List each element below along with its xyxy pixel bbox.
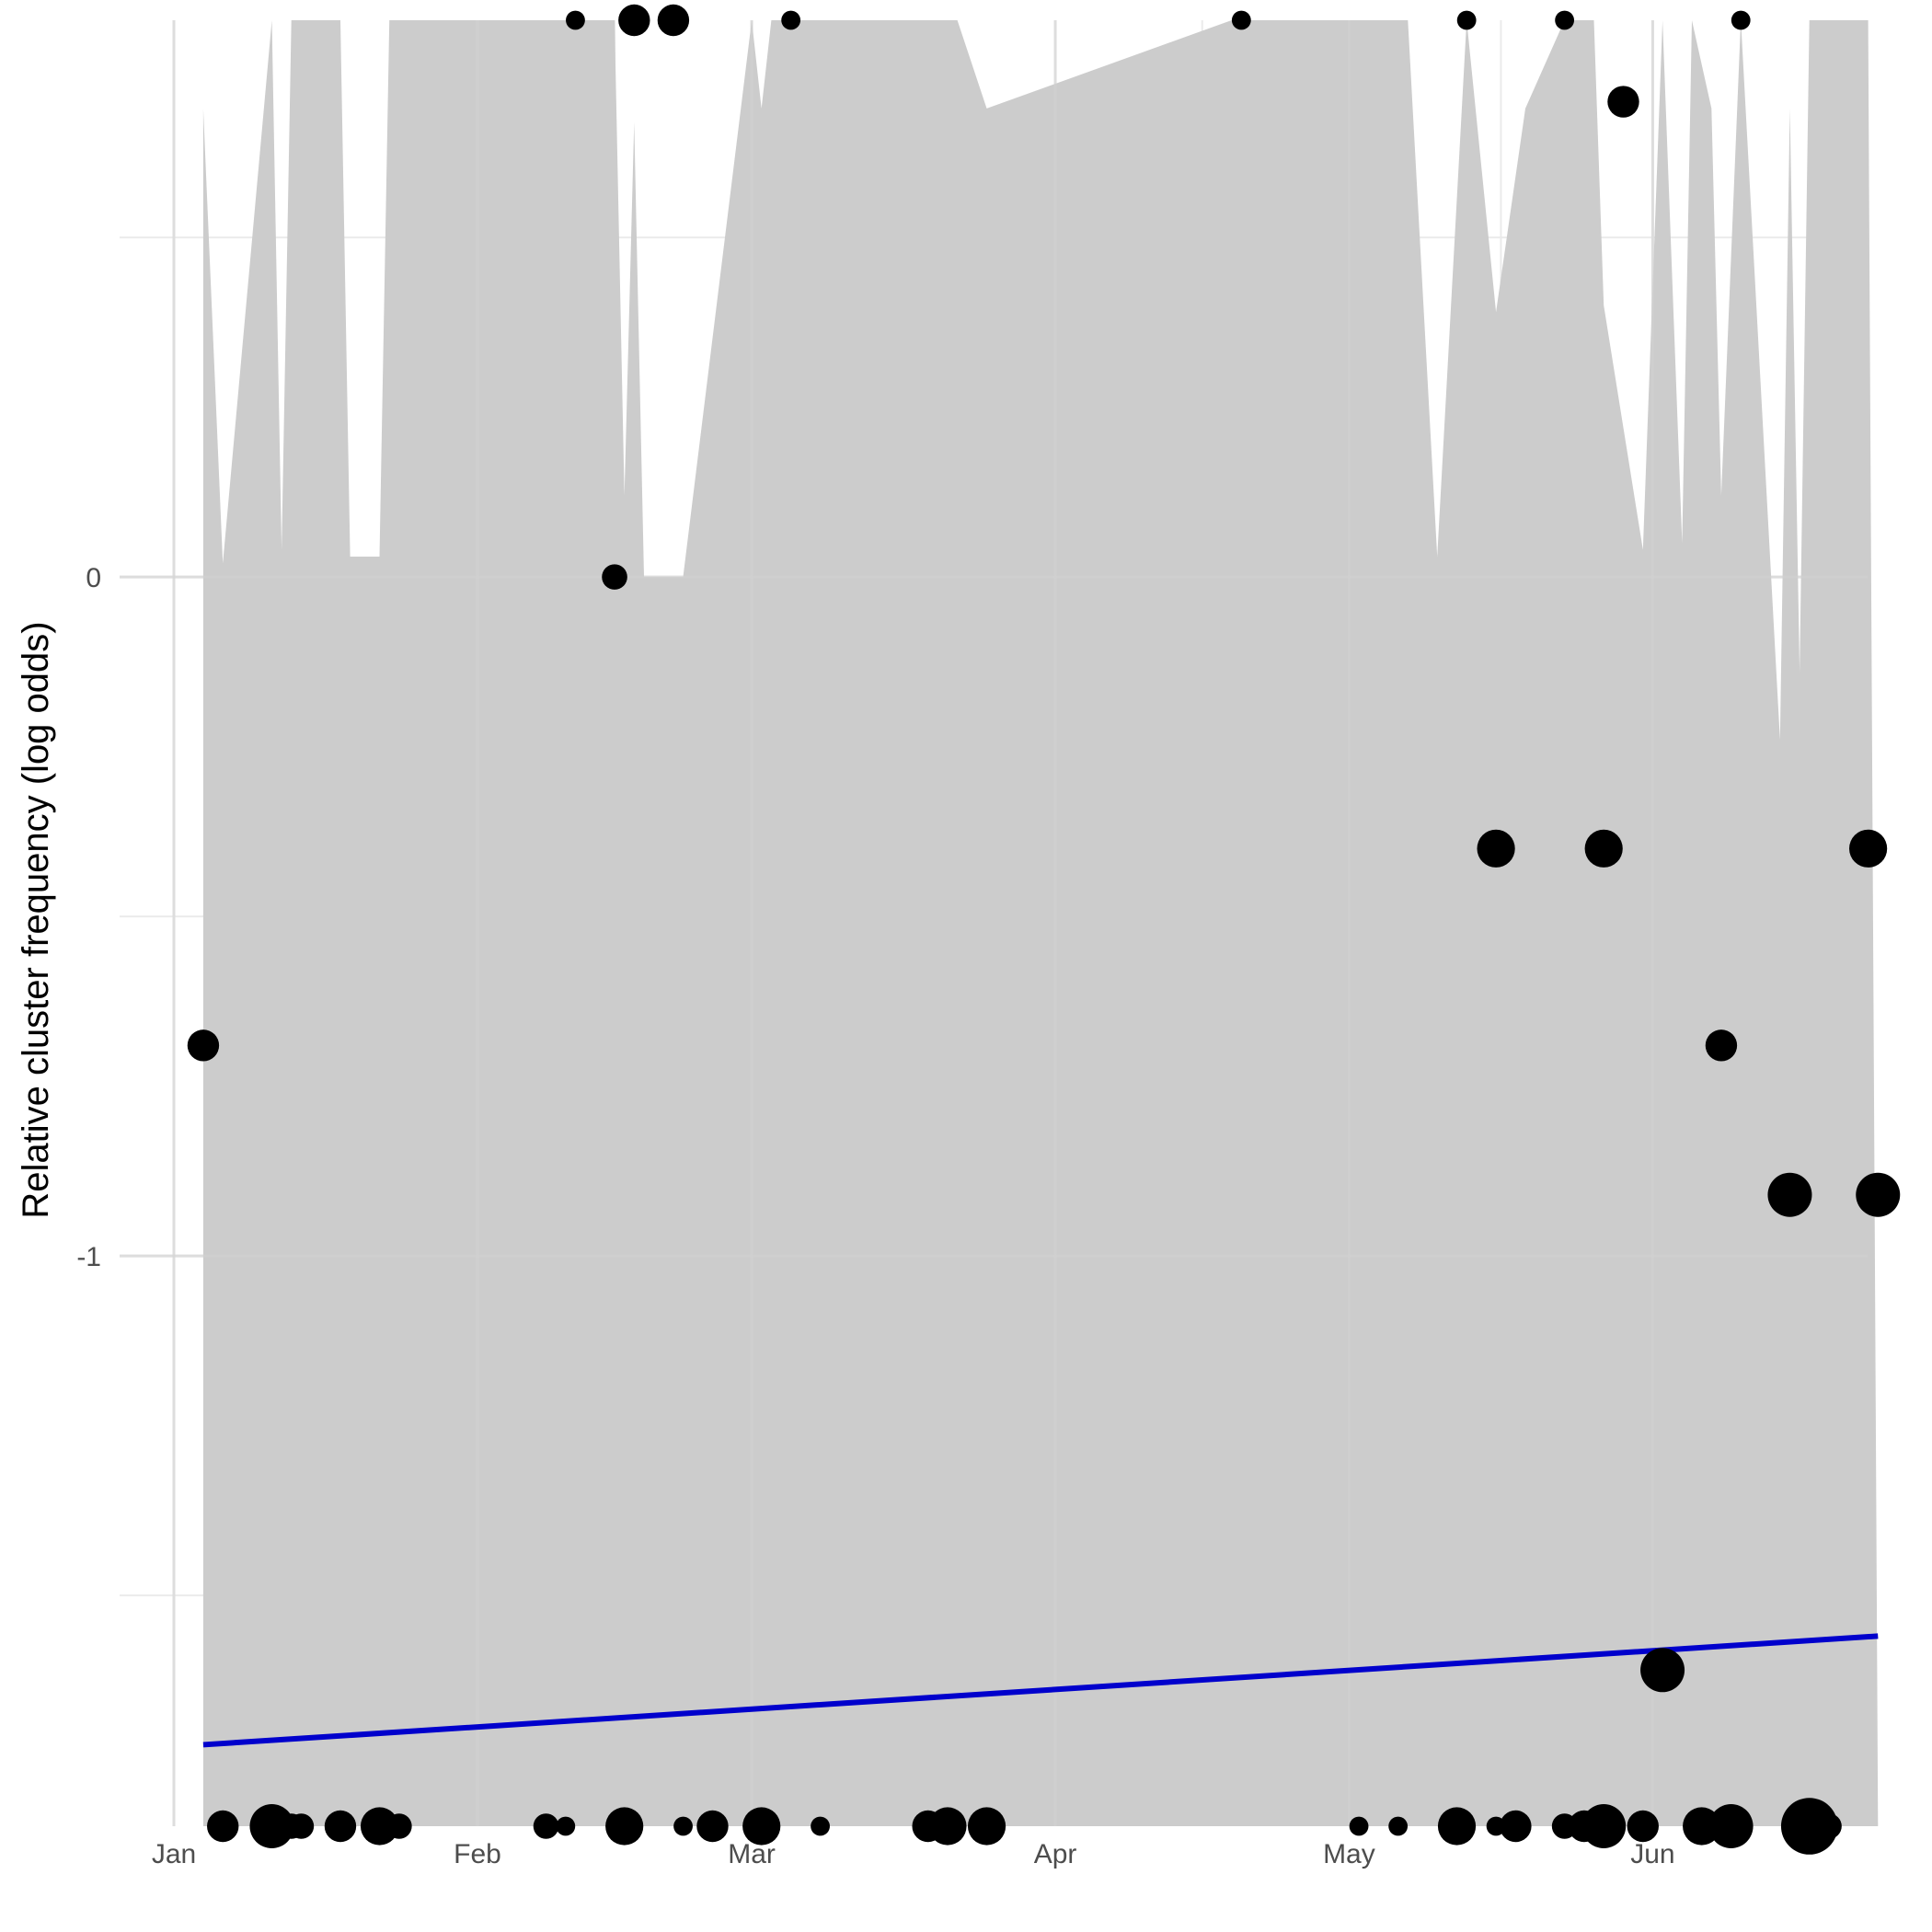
data-point (288, 1813, 315, 1839)
data-point (1231, 10, 1251, 30)
data-point (1581, 1804, 1627, 1848)
x-tick-label: Jun (1630, 1839, 1674, 1869)
data-point (1816, 1813, 1842, 1839)
confidence-band (202, 20, 1879, 1826)
data-point (1780, 1798, 1838, 1855)
data-point (696, 1810, 729, 1843)
data-point (566, 10, 585, 30)
data-point (673, 1816, 693, 1836)
data-point (1500, 1810, 1532, 1843)
data-point (1627, 1810, 1659, 1843)
data-point (602, 564, 627, 590)
data-point (1849, 829, 1888, 868)
data-point (605, 1807, 644, 1846)
x-tick-label: Apr (1034, 1839, 1077, 1869)
y-tick-label: -1 (76, 1242, 101, 1272)
data-point (1477, 829, 1515, 868)
x-axis-ticks: Jan Feb Mar Apr May Jun (152, 1839, 1675, 1869)
data-point (1607, 86, 1639, 118)
data-point (187, 1029, 220, 1062)
data-point (1731, 10, 1751, 30)
grid-overlay (120, 20, 1868, 1826)
data-point (1705, 1029, 1738, 1062)
data-point (1349, 1816, 1369, 1836)
y-axis-ticks: 0 -1 (76, 563, 101, 1272)
y-axis-title: Relative cluster frequency (log odds) (16, 621, 56, 1218)
data-point (618, 4, 650, 37)
data-point (657, 4, 690, 37)
data-point (1856, 1172, 1901, 1217)
data-point (249, 1804, 294, 1848)
trend-line-path (202, 1633, 1879, 1748)
data-point (386, 1813, 412, 1839)
data-point (1767, 1172, 1812, 1217)
data-point (781, 10, 801, 30)
data-point (533, 1813, 559, 1839)
data-point (967, 1807, 1006, 1846)
data-point (1708, 1804, 1754, 1848)
data-point (742, 1807, 781, 1846)
data-points (187, 4, 1901, 1855)
x-tick-label: Mar (728, 1839, 776, 1869)
x-tick-label: Jan (152, 1839, 196, 1869)
data-point (324, 1810, 357, 1843)
trend-line (202, 1633, 1879, 1748)
x-tick-label: Feb (454, 1839, 501, 1869)
data-point (360, 1807, 399, 1846)
x-tick-label: May (1323, 1839, 1375, 1869)
data-point (1437, 1807, 1477, 1846)
confidence-band-area (202, 20, 1879, 1826)
data-point (1388, 1816, 1409, 1836)
data-point (556, 1816, 576, 1836)
data-point (207, 1810, 239, 1843)
data-point (1456, 10, 1477, 30)
data-point (1640, 1648, 1685, 1693)
y-tick-label: 0 (86, 563, 101, 593)
data-point (1584, 829, 1623, 868)
data-point (1555, 10, 1575, 30)
data-point (811, 1816, 830, 1836)
data-point (928, 1807, 967, 1846)
